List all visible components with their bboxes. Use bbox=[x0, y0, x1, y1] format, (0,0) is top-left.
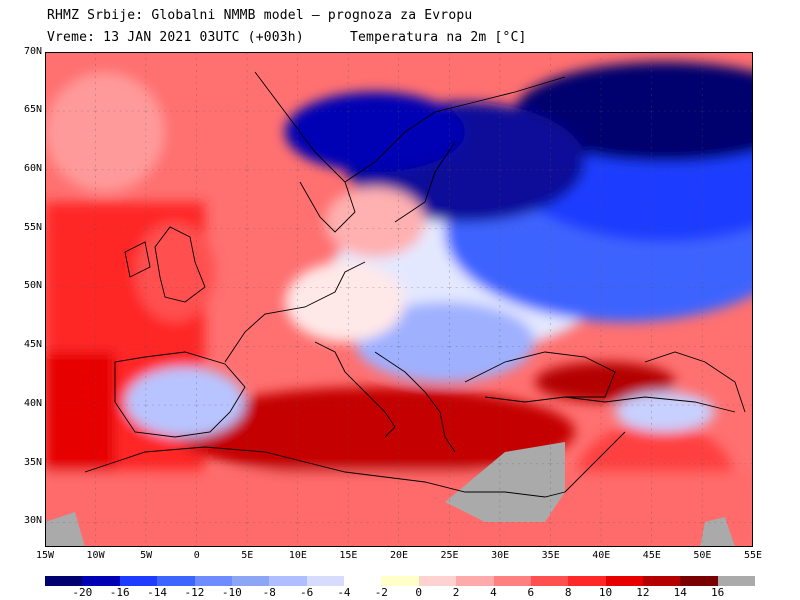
lat-label: 55N bbox=[23, 222, 42, 233]
lat-label: 30N bbox=[23, 515, 42, 526]
lat-label: 70N bbox=[23, 46, 42, 57]
map-title: RHMZ Srbije: Globalni NMMB model — progn… bbox=[47, 8, 473, 23]
lat-label: 45N bbox=[23, 339, 42, 350]
lon-label: 20E bbox=[389, 550, 409, 561]
legend-label: -14 bbox=[147, 586, 168, 599]
legend-label: 12 bbox=[636, 586, 650, 599]
lon-label: 5W bbox=[140, 550, 153, 561]
legend-label: 8 bbox=[564, 586, 572, 599]
legend-label: 16 bbox=[711, 586, 725, 599]
legend-swatch bbox=[530, 576, 569, 586]
lat-label: 65N bbox=[23, 104, 42, 115]
lat-label: 60N bbox=[23, 163, 42, 174]
legend-swatch bbox=[643, 576, 681, 586]
lon-label: 10W bbox=[86, 550, 105, 561]
legend-label: -6 bbox=[299, 586, 314, 599]
legend-swatch bbox=[231, 576, 270, 586]
legend-label: -2 bbox=[374, 586, 388, 599]
temperature-map bbox=[45, 52, 753, 547]
legend-label: 0 bbox=[415, 586, 422, 599]
legend-swatch bbox=[605, 576, 643, 586]
lon-label: 0 bbox=[193, 550, 200, 561]
lon-label: 50E bbox=[693, 550, 712, 561]
variable-label: Temperatura na 2m [°C] bbox=[350, 30, 527, 45]
legend-swatch bbox=[381, 576, 419, 586]
legend-label: 10 bbox=[598, 586, 613, 599]
legend-swatch bbox=[45, 576, 83, 586]
lon-label: 5E bbox=[241, 550, 254, 561]
lon-label: 10E bbox=[288, 550, 307, 561]
legend-swatch bbox=[456, 576, 494, 586]
legend-swatch bbox=[269, 576, 307, 586]
legend-swatch bbox=[418, 576, 457, 586]
lon-label: 15W bbox=[35, 550, 55, 561]
lat-label: 40N bbox=[23, 398, 42, 409]
map-frame bbox=[45, 52, 753, 547]
color-legend bbox=[45, 576, 756, 586]
lat-label: 50N bbox=[23, 280, 42, 291]
lon-label: 30E bbox=[491, 550, 510, 561]
lon-label: 35E bbox=[541, 550, 560, 561]
legend-swatch bbox=[344, 576, 382, 586]
lat-label: 35N bbox=[23, 457, 42, 468]
legend-swatch bbox=[680, 576, 718, 586]
legend-swatch bbox=[82, 576, 120, 586]
legend-label: 14 bbox=[673, 586, 687, 599]
lon-label: 25E bbox=[440, 550, 459, 561]
legend-label: -10 bbox=[221, 586, 242, 599]
legend-swatch bbox=[717, 576, 756, 586]
legend-swatch bbox=[194, 576, 232, 586]
legend-label: -16 bbox=[109, 586, 130, 599]
forecast-time: Vreme: 13 JAN 2021 03UTC (+003h) bbox=[47, 30, 304, 45]
lon-label: 45E bbox=[642, 550, 661, 561]
lon-label: 15E bbox=[339, 550, 358, 561]
legend-swatch bbox=[568, 576, 606, 586]
lon-label: 40E bbox=[592, 550, 611, 561]
legend-swatch bbox=[119, 576, 158, 586]
legend-swatch bbox=[157, 576, 195, 586]
legend-label: -20 bbox=[72, 586, 93, 599]
legend-label: -12 bbox=[184, 586, 205, 599]
lon-label: 55E bbox=[743, 550, 762, 561]
legend-label: -4 bbox=[337, 586, 351, 599]
legend-swatch bbox=[306, 576, 344, 586]
legend-label: 4 bbox=[490, 586, 497, 599]
legend-label: 6 bbox=[527, 586, 535, 599]
legend-label: 2 bbox=[452, 586, 460, 599]
legend-label: -8 bbox=[262, 586, 276, 599]
legend-swatch bbox=[493, 576, 531, 586]
